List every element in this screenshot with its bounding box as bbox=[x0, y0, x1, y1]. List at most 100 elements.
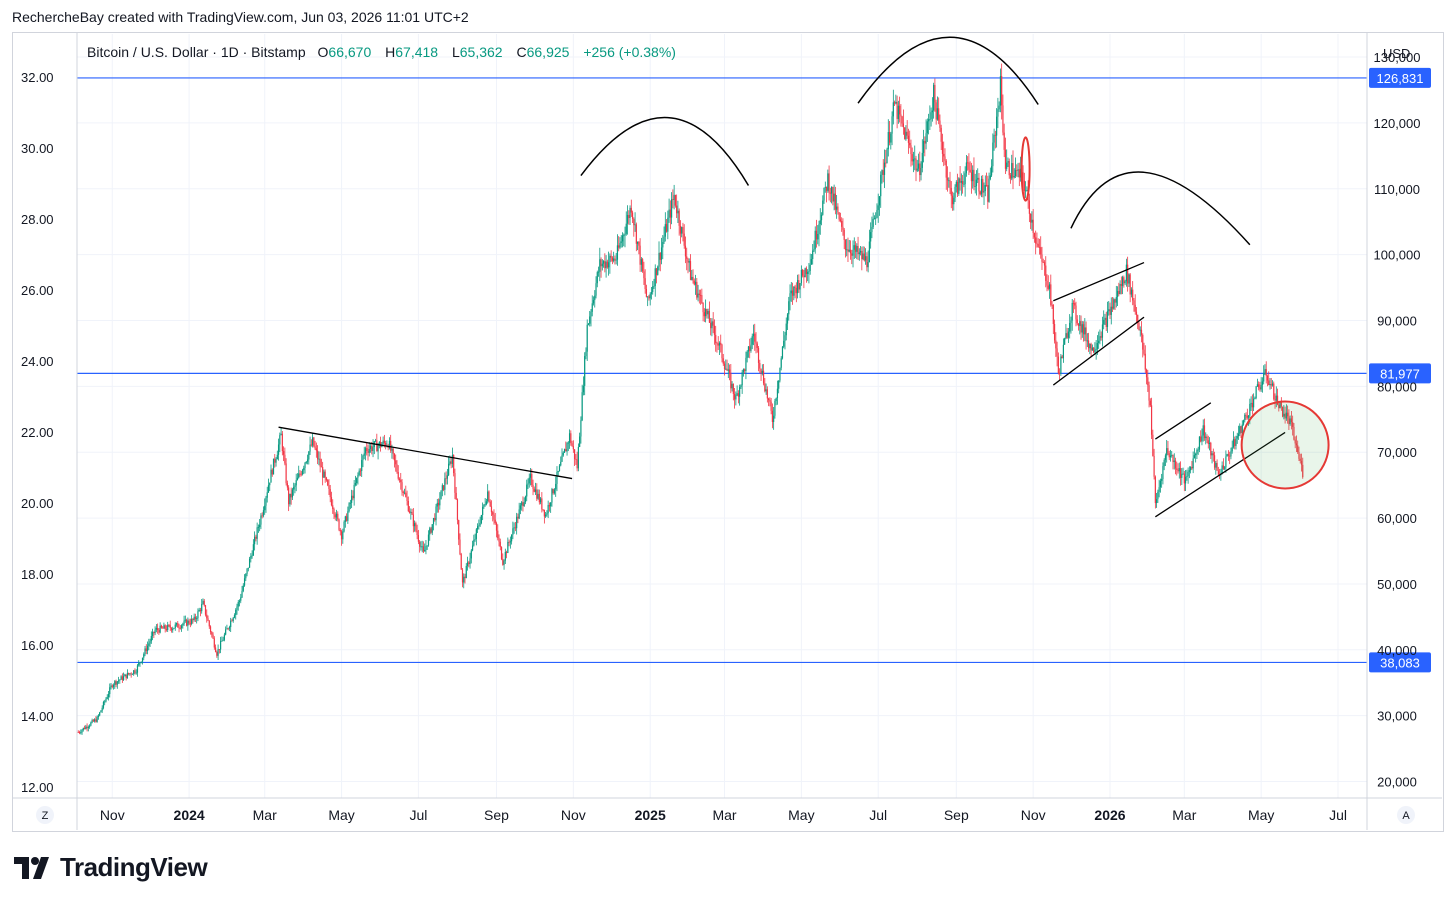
candle-body bbox=[102, 702, 105, 708]
candle-body bbox=[867, 262, 869, 268]
candle-body bbox=[473, 539, 475, 546]
candle-body bbox=[755, 341, 757, 344]
candle-body bbox=[366, 448, 368, 451]
candle-body bbox=[1244, 414, 1246, 421]
candle-body bbox=[284, 454, 286, 464]
candle-body bbox=[470, 550, 472, 559]
candle-body bbox=[391, 448, 393, 451]
candle-body bbox=[885, 162, 887, 164]
candle-body bbox=[1067, 331, 1070, 338]
candle-body bbox=[697, 293, 699, 298]
candle-body bbox=[941, 141, 944, 154]
candle-body bbox=[212, 634, 214, 639]
candle-body bbox=[649, 293, 651, 299]
candle-body bbox=[246, 568, 248, 574]
candle-body bbox=[537, 493, 539, 499]
price-chart[interactable]: 126,831 81,977 38,083 130,000 120,000 110,00… bbox=[12, 32, 1444, 832]
candle-body bbox=[1289, 418, 1291, 425]
left-axis-tick-label: 16.00 bbox=[21, 638, 54, 653]
candle-body bbox=[866, 256, 868, 268]
candle-body bbox=[728, 369, 731, 373]
candle-body bbox=[498, 538, 500, 542]
candle-body bbox=[513, 527, 515, 529]
auto-scale-left-button[interactable] bbox=[36, 806, 54, 824]
candle-body bbox=[133, 670, 135, 675]
candle-body bbox=[934, 84, 936, 103]
x-axis-tick-label: 2025 bbox=[635, 807, 666, 823]
candle-body bbox=[1292, 422, 1294, 427]
candle-body bbox=[626, 214, 629, 224]
candle-body bbox=[988, 178, 990, 202]
right-button-label[interactable]: A bbox=[1402, 810, 1410, 822]
candle-body bbox=[1118, 290, 1120, 294]
candle-body bbox=[406, 496, 408, 501]
candle-body bbox=[1096, 343, 1099, 349]
candle-body bbox=[455, 492, 457, 500]
candle-body bbox=[335, 513, 338, 518]
candle-body bbox=[274, 458, 276, 463]
candle-body bbox=[781, 346, 784, 359]
candle-body bbox=[206, 614, 208, 619]
candle-body bbox=[854, 245, 857, 252]
candle-body bbox=[465, 565, 467, 579]
candle-body bbox=[964, 173, 966, 185]
candle-body bbox=[153, 631, 155, 634]
candle-body bbox=[1120, 284, 1122, 286]
candle-body bbox=[502, 558, 504, 565]
candle-body bbox=[1042, 261, 1044, 263]
candle-body bbox=[432, 518, 435, 525]
candle-body bbox=[492, 512, 494, 515]
candle-body bbox=[1147, 377, 1149, 386]
candle-body bbox=[628, 214, 630, 219]
currency-label[interactable]: USD bbox=[1383, 46, 1411, 61]
candle-body bbox=[1095, 348, 1097, 351]
candle-body bbox=[1105, 317, 1107, 327]
candle-body bbox=[159, 625, 161, 633]
candle-body bbox=[144, 648, 146, 655]
candle-body bbox=[584, 356, 586, 386]
candle-body bbox=[459, 539, 461, 555]
candle-body bbox=[180, 625, 183, 629]
candle-body bbox=[800, 269, 802, 284]
candle-body bbox=[608, 262, 610, 268]
candle-body bbox=[827, 173, 829, 191]
candle-body bbox=[1037, 243, 1039, 247]
candle-body bbox=[886, 149, 888, 164]
candle-body bbox=[788, 301, 790, 315]
candle-body bbox=[532, 484, 534, 489]
candle-body bbox=[178, 627, 180, 629]
candle-body bbox=[338, 519, 340, 530]
candle-body bbox=[1245, 414, 1247, 416]
candle-body bbox=[145, 648, 147, 652]
candle-body bbox=[175, 623, 178, 625]
auto-scale-right-button[interactable] bbox=[1397, 806, 1415, 824]
candle-body bbox=[678, 210, 680, 226]
x-axis-tick-label: Jul bbox=[869, 807, 887, 823]
candle-body bbox=[614, 258, 616, 261]
candle-body bbox=[955, 181, 957, 187]
candle-body bbox=[1055, 340, 1057, 349]
candle-body bbox=[993, 134, 995, 143]
candle-body bbox=[1051, 304, 1053, 306]
candle-body bbox=[1207, 440, 1209, 444]
candle-body bbox=[87, 726, 89, 729]
candle-body bbox=[663, 236, 665, 243]
candle-body bbox=[398, 478, 401, 480]
candle-body bbox=[668, 209, 670, 218]
candle-body bbox=[1014, 170, 1017, 177]
candle-body bbox=[683, 233, 685, 246]
candle-body bbox=[94, 719, 96, 722]
candle-body bbox=[80, 732, 82, 734]
candle-body bbox=[390, 440, 392, 451]
candle-body bbox=[688, 261, 690, 263]
candle-body bbox=[587, 323, 590, 325]
candle-body bbox=[99, 712, 101, 716]
candle-body bbox=[255, 536, 257, 539]
candle-body bbox=[653, 286, 655, 287]
candle-body bbox=[1235, 438, 1237, 446]
candle-body bbox=[820, 214, 823, 221]
candle-body bbox=[1196, 449, 1198, 454]
candle-body bbox=[989, 175, 991, 179]
candle-body bbox=[824, 186, 826, 188]
left-button-label[interactable]: Z bbox=[42, 810, 49, 822]
